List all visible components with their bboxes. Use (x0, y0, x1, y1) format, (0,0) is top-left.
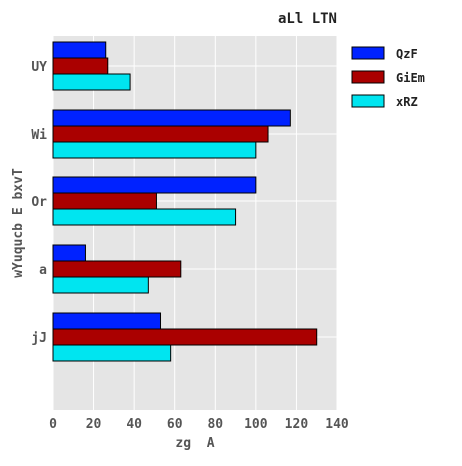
x-tick-label: 120 (285, 417, 309, 432)
y-tick-label: UY (31, 60, 47, 75)
chart-title: aLl LTN (278, 11, 337, 27)
bar-xRZ-jJ (52, 344, 172, 362)
bar-xRZ-UY (52, 73, 131, 91)
bar-QzF-Wi (52, 109, 291, 127)
bar-GiEm-Or (52, 192, 157, 210)
x-axis-label: zg A (175, 436, 214, 451)
bars (52, 41, 318, 362)
x-tick-label: 100 (244, 417, 268, 432)
x-tick-label: 40 (126, 417, 142, 432)
legend-swatch (351, 46, 385, 60)
x-tick-label: 0 (49, 417, 57, 432)
y-axis-label: wYuqucb E bxvT (11, 168, 26, 278)
bar-GiEm-a (52, 260, 182, 278)
bar-xRZ-Or (52, 208, 237, 226)
y-tick-label: a (39, 263, 47, 278)
y-tick-label: Wi (31, 128, 47, 143)
legend-label: xRZ (396, 95, 418, 109)
legend: QzF GiEm xRZ (346, 40, 448, 116)
bar-QzF-Or (52, 176, 257, 194)
bar-GiEm-jJ (52, 328, 318, 346)
x-tick-label: 20 (86, 417, 102, 432)
tick-labels: 0 20 40 60 80 100 120 140 UY Wi Or a jJ (31, 60, 349, 432)
x-tick-label: 80 (207, 417, 223, 432)
x-tick-label: 60 (167, 417, 183, 432)
y-tick-label: jJ (31, 331, 47, 346)
legend-swatch (351, 70, 385, 84)
bar-GiEm-Wi (52, 125, 269, 143)
legend-swatch (351, 94, 385, 108)
bar-QzF-jJ (52, 312, 162, 330)
bar-QzF-a (52, 244, 86, 262)
bar-xRZ-Wi (52, 141, 257, 159)
legend-label: GiEm (396, 71, 425, 85)
bar-GiEm-UY (52, 57, 109, 75)
legend-label: QzF (396, 47, 418, 61)
y-tick-label: Or (31, 195, 47, 210)
bar-xRZ-a (52, 276, 149, 294)
bar-QzF-UY (52, 41, 107, 59)
x-tick-label: 140 (325, 417, 349, 432)
